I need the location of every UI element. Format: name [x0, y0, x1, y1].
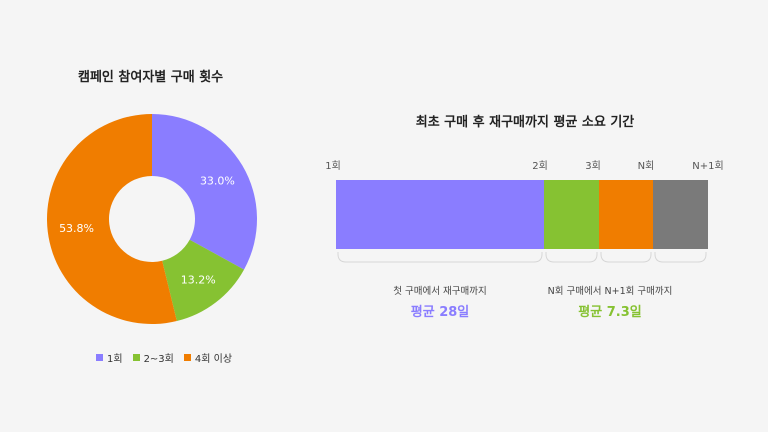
bar-bracket-4: [654, 252, 707, 263]
legend-swatch-orange: [183, 354, 191, 361]
donut-slice-3: [47, 114, 177, 324]
summary-value: 평균 28일: [410, 305, 470, 320]
bar-tick-label-5: N+1회: [692, 160, 723, 172]
donut-chart-title: 캠페인 참여자별 구매 횟수: [78, 70, 224, 85]
legend-item-3: 4회 이상: [183, 350, 233, 365]
donut-data-label-1: 33.0%: [200, 174, 235, 187]
legend-swatch-purple: [96, 354, 103, 361]
donut-slice-1: [152, 114, 258, 270]
bar-bracket-1: [337, 252, 543, 263]
donut-data-label-3: 53.8%: [59, 222, 94, 235]
summary-caption: 첫 구매에서 재구매까지: [393, 286, 487, 297]
bar-tick-label-2: 2회: [532, 160, 548, 172]
donut-slice-2: [162, 239, 245, 322]
legend-swatch-green: [132, 354, 140, 361]
legend-label-3: 4회 이상: [194, 354, 233, 365]
summary-n-repurchase: N회 구매에서 N+1회 구매까지 평균 7.3일: [540, 283, 680, 320]
legend-label-2: 2~3회: [143, 354, 174, 365]
bar-tick-label-1: 1회: [325, 160, 341, 172]
bar-chart-title: 최초 구매 후 재구매까지 평균 소요 기간: [415, 115, 635, 130]
bar-segment-4: [653, 180, 708, 249]
bar-tick-label-4: N회: [638, 160, 655, 172]
legend-item-1: 1회: [96, 350, 123, 365]
bar-tick-label-3: 3회: [585, 160, 601, 172]
summary-caption: N회 구매에서 N+1회 구매까지: [547, 286, 673, 297]
summary-value: 평균 7.3일: [578, 305, 642, 320]
bar-bracket-3: [600, 252, 652, 263]
legend-item-2: 2~3회: [132, 350, 174, 365]
bar-bracket-2: [545, 252, 598, 263]
bar-segment-1: [336, 180, 544, 249]
donut-legend: 1회 2~3회 4회 이상: [96, 350, 232, 365]
donut-data-label-2: 13.2%: [181, 273, 216, 286]
bar-segment-2: [544, 180, 599, 249]
summary-first-repurchase: 첫 구매에서 재구매까지 평균 28일: [360, 283, 520, 320]
legend-label-1: 1회: [107, 354, 123, 365]
bar-segment-3: [599, 180, 653, 249]
